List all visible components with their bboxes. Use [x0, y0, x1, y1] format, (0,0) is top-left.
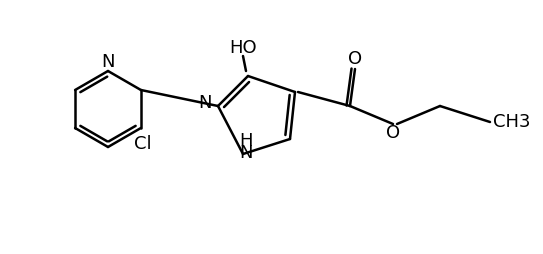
Text: N: N — [239, 144, 252, 162]
Text: N: N — [101, 53, 115, 71]
Text: HO: HO — [229, 39, 257, 57]
Text: O: O — [386, 124, 400, 142]
Text: Cl: Cl — [134, 135, 151, 153]
Text: O: O — [348, 50, 362, 68]
Text: H: H — [239, 132, 252, 150]
Text: N: N — [199, 94, 212, 112]
Text: CH3: CH3 — [493, 113, 531, 131]
